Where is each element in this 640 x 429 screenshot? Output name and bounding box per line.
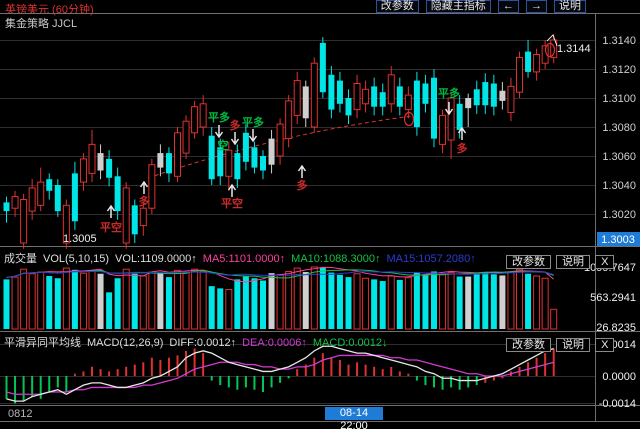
- svg-text:-0.0014: -0.0014: [599, 398, 636, 410]
- svg-text:1.3144: 1.3144: [557, 43, 591, 55]
- volume-header: 成交量 VOL(5,10,15) VOL:1109.0000↑ MA5:1101.00…: [4, 250, 482, 266]
- strategy-label: 集金策略 JJCL: [5, 18, 78, 30]
- macd-header: 平滑异同平均线 MACD(12,26,9) DIFF:0.0012↑ DEA:0.00…: [4, 334, 393, 350]
- separator-title: [0, 13, 640, 14]
- volume-ma15-value: MA15:1057.2080↑: [386, 253, 476, 265]
- svg-text:平多: 平多: [242, 115, 264, 129]
- svg-text:1.3005: 1.3005: [63, 233, 97, 245]
- volume-close-button[interactable]: X: [595, 255, 615, 269]
- svg-text:多: 多: [457, 141, 468, 155]
- macd-change-params-button[interactable]: 改参数: [506, 338, 551, 352]
- svg-text:1.3100: 1.3100: [602, 93, 636, 105]
- svg-text:平多: 平多: [438, 86, 460, 100]
- volume-ma5-value: MA5:1101.0000↑: [202, 253, 286, 265]
- svg-text:1.3120: 1.3120: [602, 64, 636, 76]
- svg-text:1.3060: 1.3060: [602, 151, 636, 163]
- macd-value: MACD:0.0012↓: [312, 337, 388, 349]
- macd-diff-value: DIFF:0.0012↑: [169, 337, 237, 349]
- svg-text:26.8235: 26.8235: [596, 322, 636, 334]
- title-button-row: 改参数 隐藏主指标 ← → 说明: [375, 0, 590, 13]
- volume-title: 成交量: [4, 253, 37, 265]
- svg-text:多: 多: [139, 194, 150, 208]
- hide-main-indicator-button[interactable]: 隐藏主指标: [425, 0, 491, 13]
- selected-time-tag: 08-14 22:00: [325, 407, 383, 429]
- macd-close-button[interactable]: X: [595, 338, 615, 352]
- svg-text:平空: 平空: [221, 196, 243, 210]
- svg-text:空: 空: [218, 138, 229, 152]
- svg-text:多: 多: [297, 178, 308, 192]
- svg-text:平空: 平空: [100, 220, 122, 234]
- svg-text:1.3080: 1.3080: [602, 122, 636, 134]
- next-arrow-button[interactable]: →: [525, 0, 547, 13]
- macd-title: 平滑异同平均线: [4, 337, 81, 349]
- macd-formula: MACD(12,26,9): [87, 337, 164, 349]
- macd-help-button[interactable]: 说明: [556, 338, 591, 352]
- volume-button-row: 改参数 说明 X: [506, 255, 616, 269]
- svg-text:1.3020: 1.3020: [602, 209, 636, 221]
- volume-change-params-button[interactable]: 改参数: [506, 255, 551, 269]
- volume-help-button[interactable]: 说明: [556, 255, 591, 269]
- volume-formula: VOL(5,10,15): [43, 253, 110, 265]
- volume-value: VOL:1109.0000↑: [115, 253, 197, 265]
- change-params-button[interactable]: 改参数: [375, 0, 419, 13]
- svg-text:563.2941: 563.2941: [590, 292, 636, 304]
- svg-text:1.3003: 1.3003: [601, 234, 635, 246]
- prev-arrow-button[interactable]: ←: [497, 0, 519, 13]
- svg-text:多: 多: [230, 118, 241, 132]
- help-button[interactable]: 说明: [554, 0, 586, 13]
- macd-button-row: 改参数 说明 X: [506, 338, 616, 352]
- svg-text:平多: 平多: [208, 110, 230, 124]
- svg-text:1.3040: 1.3040: [602, 180, 636, 192]
- volume-ma10-value: MA10:1088.3000↑: [291, 253, 381, 265]
- macd-dea-value: DEA:0.0006↑: [242, 337, 307, 349]
- svg-text:0.0000: 0.0000: [602, 371, 636, 383]
- svg-text:1.3140: 1.3140: [602, 35, 636, 47]
- time-axis-left-label: 0812: [8, 408, 33, 420]
